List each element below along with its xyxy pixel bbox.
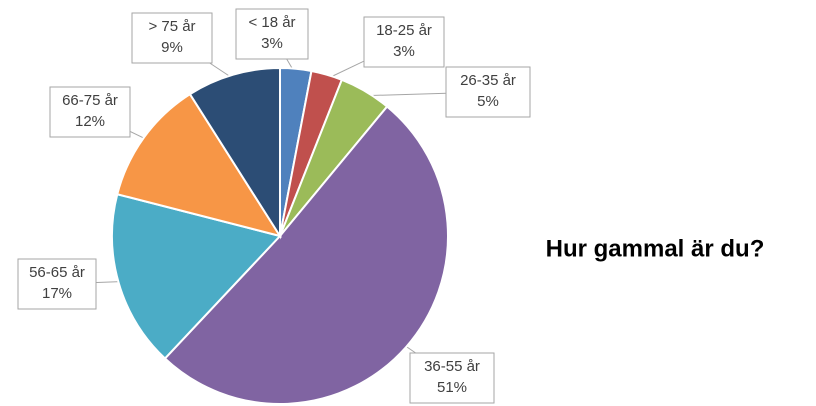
- category-label: < 18 år: [248, 14, 295, 31]
- category-label: 56-65 år: [29, 264, 85, 281]
- label-box: [49, 86, 131, 138]
- value-label: 17%: [42, 285, 72, 302]
- label-box: [235, 8, 309, 60]
- label-box: [131, 12, 213, 64]
- pie-slice: [116, 92, 283, 238]
- value-label: 3%: [261, 35, 283, 52]
- category-label: 66-75 år: [62, 92, 118, 109]
- label-box: [363, 16, 445, 68]
- value-label: 9%: [161, 39, 183, 56]
- slices: [111, 66, 449, 405]
- value-label: 12%: [75, 113, 105, 130]
- value-label: 5%: [477, 93, 499, 110]
- value-label: 51%: [437, 379, 467, 396]
- category-label: 36-55 år: [424, 358, 480, 375]
- label-box: [445, 66, 531, 118]
- chart-title: Hur gammal är du?: [546, 235, 765, 262]
- pie-slice: [111, 193, 282, 360]
- pie-slice: [188, 66, 281, 240]
- category-label: 26-35 år: [460, 72, 516, 89]
- category-label: 18-25 år: [376, 22, 432, 39]
- pie-slice: [163, 105, 449, 405]
- label-box: [409, 352, 495, 404]
- category-label: > 75 år: [148, 18, 195, 35]
- label-box: [17, 258, 97, 310]
- labels: < 18 år 3% 18-25 år 3% 26-35 år 5% 36-55 år 51%…: [17, 8, 531, 404]
- value-label: 3%: [393, 43, 415, 60]
